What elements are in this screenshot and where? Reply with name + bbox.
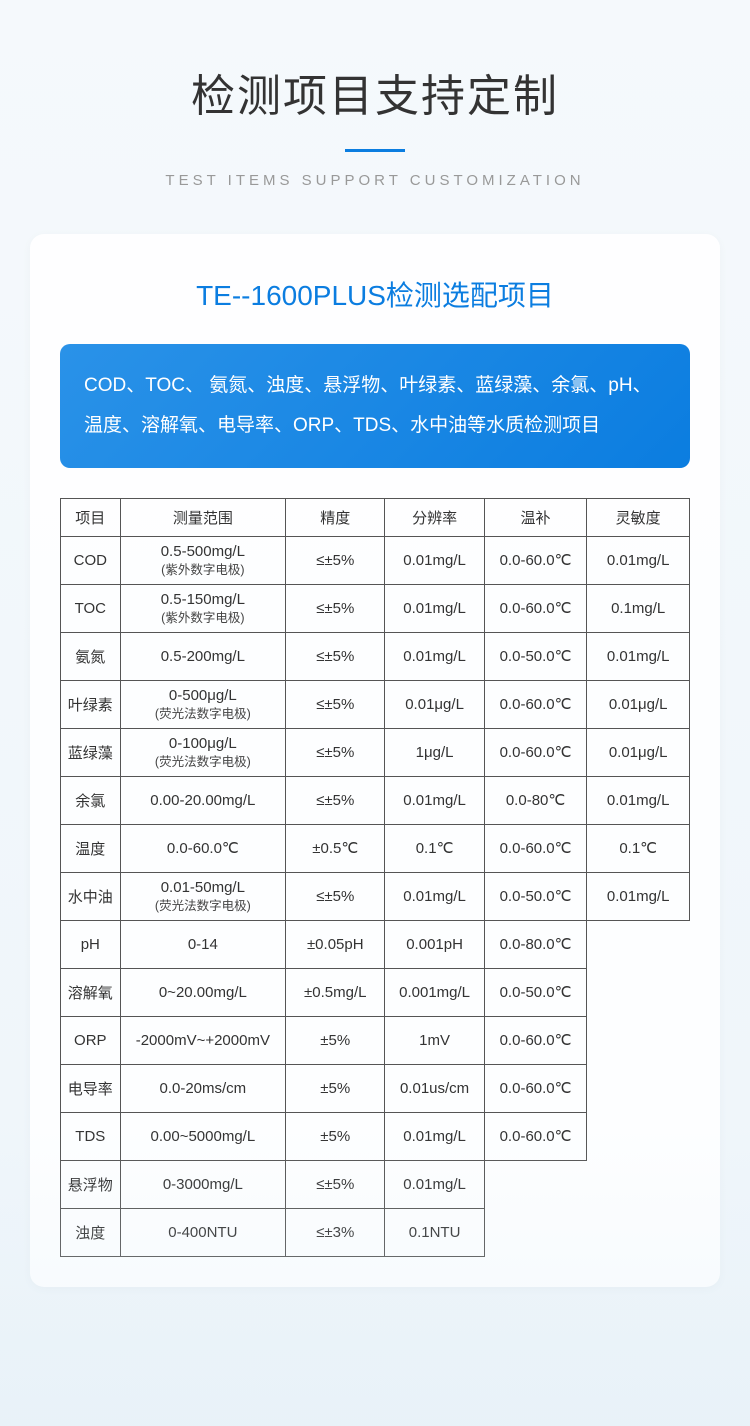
cell-item: 叶绿素 xyxy=(61,680,121,728)
col-header-temp: 温补 xyxy=(484,498,587,536)
cell-precision: ±0.05pH xyxy=(286,920,385,968)
cell-precision: ≤±5% xyxy=(286,872,385,920)
cell-item: 溶解氧 xyxy=(61,968,121,1016)
table-row: 氨氮0.5-200mg/L≤±5%0.01mg/L0.0-50.0℃0.01mg… xyxy=(61,632,690,680)
cell-range: 0.5-200mg/L xyxy=(120,632,286,680)
cell-resolution: 1μg/L xyxy=(385,728,484,776)
table-row: ORP-2000mV~+2000mV±5%1mV0.0-60.0℃ xyxy=(61,1016,690,1064)
card-title: TE--1600PLUS检测选配项目 xyxy=(60,274,690,314)
col-header-precision: 精度 xyxy=(286,498,385,536)
cell-sens: 0.01μg/L xyxy=(587,728,690,776)
cell-precision: ±0.5mg/L xyxy=(286,968,385,1016)
cell-temp: 0.0-60.0℃ xyxy=(484,1064,587,1112)
cell-range: 0.01-50mg/L(荧光法数字电极) xyxy=(120,872,286,920)
cell-sens: 0.01mg/L xyxy=(587,536,690,584)
cell-resolution: 0.01μg/L xyxy=(385,680,484,728)
table-row: 余氯0.00-20.00mg/L≤±5%0.01mg/L0.0-80℃0.01m… xyxy=(61,776,690,824)
cell-resolution: 0.01mg/L xyxy=(385,536,484,584)
cell-sens: 0.01mg/L xyxy=(587,776,690,824)
cell-range: 0.5-500mg/L(紫外数字电极) xyxy=(120,536,286,584)
cell-precision: ±5% xyxy=(286,1016,385,1064)
cell-temp: 0.0-60.0℃ xyxy=(484,584,587,632)
cell-sens: 0.01mg/L xyxy=(587,632,690,680)
table-row: TOC0.5-150mg/L(紫外数字电极)≤±5%0.01mg/L0.0-60… xyxy=(61,584,690,632)
cell-temp: 0.0-50.0℃ xyxy=(484,632,587,680)
cell-resolution: 0.01mg/L xyxy=(385,584,484,632)
col-header-range: 测量范围 xyxy=(120,498,286,536)
cell-temp: 0.0-50.0℃ xyxy=(484,872,587,920)
cell-precision: ≤±5% xyxy=(286,728,385,776)
col-header-sens: 灵敏度 xyxy=(587,498,690,536)
cell-sens: 0.01μg/L xyxy=(587,680,690,728)
cell-sens: 0.1mg/L xyxy=(587,584,690,632)
cell-temp: 0.0-80.0℃ xyxy=(484,920,587,968)
cell-range: 0.0-20ms/cm xyxy=(120,1064,286,1112)
cell-range: 0.5-150mg/L(紫外数字电极) xyxy=(120,584,286,632)
cell-precision: ≤±5% xyxy=(286,680,385,728)
cell-resolution: 0.01mg/L xyxy=(385,776,484,824)
cell-resolution: 0.01mg/L xyxy=(385,872,484,920)
title-english: TEST ITEMS SUPPORT CUSTOMIZATION xyxy=(0,172,750,189)
title-divider xyxy=(345,149,405,152)
table-row: pH0-14±0.05pH0.001pH0.0-80.0℃ xyxy=(61,920,690,968)
cell-sens: 0.01mg/L xyxy=(587,872,690,920)
cell-resolution: 0.1℃ xyxy=(385,824,484,872)
cell-precision: ≤±5% xyxy=(286,776,385,824)
cell-resolution: 0.01us/cm xyxy=(385,1064,484,1112)
cell-item: 温度 xyxy=(61,824,121,872)
cell-precision: ≤±5% xyxy=(286,632,385,680)
cell-item: 水中油 xyxy=(61,872,121,920)
cell-range: 0~20.00mg/L xyxy=(120,968,286,1016)
table-row: 叶绿素0-500μg/L(荧光法数字电极)≤±5%0.01μg/L0.0-60.… xyxy=(61,680,690,728)
cell-resolution: 0.01mg/L xyxy=(385,632,484,680)
col-header-item: 项目 xyxy=(61,498,121,536)
cell-sens: 0.1℃ xyxy=(587,824,690,872)
cell-precision: ≤±5% xyxy=(286,536,385,584)
cell-temp: 0.0-60.0℃ xyxy=(484,728,587,776)
cell-range: 0.0-60.0℃ xyxy=(120,824,286,872)
cell-item: 蓝绿藻 xyxy=(61,728,121,776)
table-row: 蓝绿藻0-100μg/L(荧光法数字电极)≤±5%1μg/L0.0-60.0℃0… xyxy=(61,728,690,776)
cell-temp: 0.0-60.0℃ xyxy=(484,680,587,728)
cell-range: -2000mV~+2000mV xyxy=(120,1016,286,1064)
cell-item: 余氯 xyxy=(61,776,121,824)
cell-item: ORP xyxy=(61,1016,121,1064)
cell-range: 0-14 xyxy=(120,920,286,968)
cell-precision: ±5% xyxy=(286,1064,385,1112)
cell-item: COD xyxy=(61,536,121,584)
cell-temp: 0.0-50.0℃ xyxy=(484,968,587,1016)
cell-temp: 0.0-60.0℃ xyxy=(484,1016,587,1064)
cell-item: TOC xyxy=(61,584,121,632)
col-header-resolution: 分辨率 xyxy=(385,498,484,536)
table-row: 水中油0.01-50mg/L(荧光法数字电极)≤±5%0.01mg/L0.0-5… xyxy=(61,872,690,920)
page-header: 检测项目支持定制 TEST ITEMS SUPPORT CUSTOMIZATIO… xyxy=(0,0,750,189)
cell-precision: ±0.5℃ xyxy=(286,824,385,872)
cell-resolution: 0.001pH xyxy=(385,920,484,968)
cell-item: pH xyxy=(61,920,121,968)
cell-temp: 0.0-60.0℃ xyxy=(484,824,587,872)
cell-range: 0-100μg/L(荧光法数字电极) xyxy=(120,728,286,776)
cell-resolution: 0.001mg/L xyxy=(385,968,484,1016)
cell-range: 0.00-20.00mg/L xyxy=(120,776,286,824)
cell-resolution: 1mV xyxy=(385,1016,484,1064)
cell-range: 0-500μg/L(荧光法数字电极) xyxy=(120,680,286,728)
title-chinese: 检测项目支持定制 xyxy=(0,60,750,124)
cell-item: 氨氮 xyxy=(61,632,121,680)
cell-temp: 0.0-80℃ xyxy=(484,776,587,824)
table-header-row: 项目 测量范围 精度 分辨率 温补 灵敏度 xyxy=(61,498,690,536)
cell-item: 电导率 xyxy=(61,1064,121,1112)
table-row: 电导率0.0-20ms/cm±5%0.01us/cm0.0-60.0℃ xyxy=(61,1064,690,1112)
table-row: COD0.5-500mg/L(紫外数字电极)≤±5%0.01mg/L0.0-60… xyxy=(61,536,690,584)
description-box: COD、TOC、 氨氮、浊度、悬浮物、叶绿素、蓝绿藻、余氯、pH、 温度、溶解氧… xyxy=(60,344,690,468)
table-row: 温度0.0-60.0℃±0.5℃0.1℃0.0-60.0℃0.1℃ xyxy=(61,824,690,872)
cell-precision: ≤±5% xyxy=(286,584,385,632)
table-row: 溶解氧0~20.00mg/L±0.5mg/L0.001mg/L0.0-50.0℃ xyxy=(61,968,690,1016)
cell-temp: 0.0-60.0℃ xyxy=(484,536,587,584)
